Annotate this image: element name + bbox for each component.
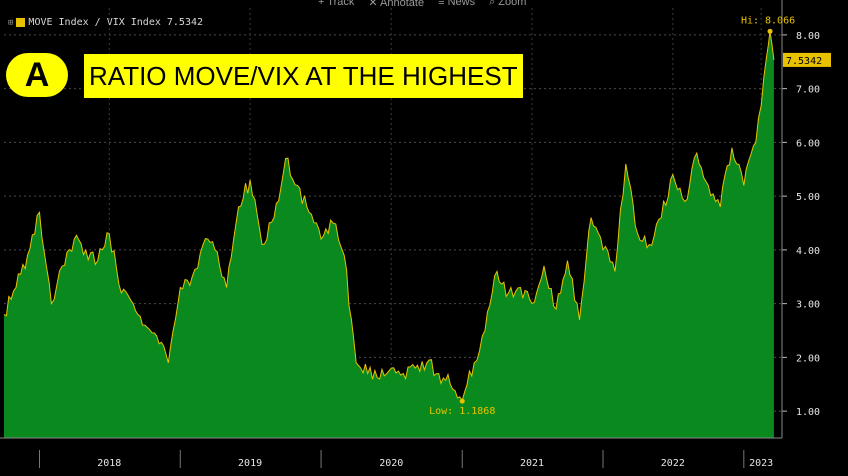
y-tick-label: 2.00	[796, 353, 820, 364]
x-tick-label: 2018	[97, 458, 121, 469]
series-area	[4, 31, 774, 439]
x-tick-label: 2022	[661, 458, 685, 469]
y-tick-label: 3.00	[796, 300, 820, 311]
high-marker	[767, 28, 773, 34]
y-tick-label: 1.00	[796, 407, 820, 418]
expand-icon[interactable]: ⊞	[8, 17, 14, 28]
last-value-tag	[783, 52, 831, 67]
y-tick-label: 4.00	[796, 246, 820, 257]
news-button[interactable]: ≡ News	[438, 0, 476, 8]
low-marker	[459, 398, 465, 404]
y-tick-label: 5.00	[796, 192, 820, 203]
zoom-button[interactable]: ⌕ Zoom	[489, 0, 527, 8]
low-label: Low: 1.1868	[429, 406, 495, 417]
y-tick-label: 7.00	[796, 85, 820, 96]
x-tick-label: 2021	[520, 458, 544, 469]
annotation-badge: A	[6, 53, 68, 97]
legend-label: MOVE Index / VIX Index 7.5342	[28, 17, 204, 28]
legend: ⊞ MOVE Index / VIX Index 7.5342	[8, 17, 203, 28]
chart-toolbar: + Track ✕ Annotate ≡ News ⌕ Zoom	[318, 0, 526, 9]
high-label: Hi: 8.066	[741, 15, 795, 26]
last-value-label: 7.5342	[786, 56, 822, 67]
legend-swatch	[16, 18, 26, 27]
annotation-headline: RATIO MOVE/VIX AT THE HIGHEST	[84, 54, 523, 98]
y-tick-label: 8.00	[796, 31, 820, 42]
series-line	[3, 31, 775, 402]
annotate-button[interactable]: ✕ Annotate	[368, 0, 425, 9]
x-tick-label: 2023	[749, 458, 773, 469]
track-button[interactable]: + Track	[318, 0, 355, 8]
y-tick-label: 6.00	[796, 138, 820, 149]
x-tick-label: 2019	[238, 458, 262, 469]
x-tick-label: 2020	[379, 458, 403, 469]
